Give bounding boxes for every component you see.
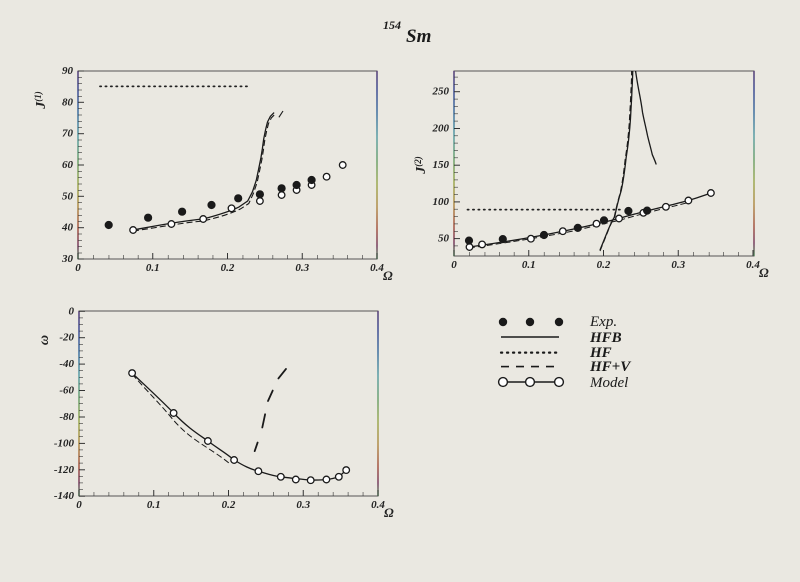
svg-text:ω: ω bbox=[37, 335, 52, 345]
svg-text:0: 0 bbox=[69, 305, 75, 317]
svg-text:40: 40 bbox=[61, 222, 74, 234]
svg-text:0.2: 0.2 bbox=[222, 499, 236, 511]
svg-text:0.1: 0.1 bbox=[522, 259, 536, 271]
svg-text:90: 90 bbox=[62, 65, 74, 77]
svg-text:0.1: 0.1 bbox=[146, 262, 160, 274]
svg-text:60: 60 bbox=[62, 159, 74, 171]
svg-text:-80: -80 bbox=[59, 411, 74, 423]
svg-text:0.2: 0.2 bbox=[221, 262, 235, 274]
svg-text:0: 0 bbox=[76, 499, 82, 511]
svg-text:Ω: Ω bbox=[384, 505, 394, 520]
svg-text:0.1: 0.1 bbox=[147, 499, 161, 511]
svg-text:200: 200 bbox=[432, 123, 450, 135]
svg-text:Ω: Ω bbox=[383, 268, 393, 283]
svg-text:Model: Model bbox=[589, 375, 628, 391]
svg-text:0.3: 0.3 bbox=[296, 499, 310, 511]
svg-text:0.3: 0.3 bbox=[671, 259, 685, 271]
svg-text:-20: -20 bbox=[59, 332, 74, 344]
svg-text:-100: -100 bbox=[54, 437, 75, 449]
svg-text:154: 154 bbox=[383, 18, 401, 32]
svg-text:80: 80 bbox=[62, 96, 74, 108]
svg-text:50: 50 bbox=[62, 190, 74, 202]
svg-text:-40: -40 bbox=[59, 358, 74, 370]
svg-text:30: 30 bbox=[61, 253, 74, 265]
svg-text:Sm: Sm bbox=[406, 26, 431, 47]
svg-text:-120: -120 bbox=[54, 464, 75, 476]
svg-text:HF+V: HF+V bbox=[589, 359, 632, 375]
svg-text:100: 100 bbox=[433, 196, 450, 208]
svg-text:70: 70 bbox=[62, 128, 74, 140]
svg-text:150: 150 bbox=[433, 159, 450, 171]
svg-text:Exp.: Exp. bbox=[589, 314, 617, 330]
svg-text:250: 250 bbox=[432, 86, 450, 98]
svg-text:0: 0 bbox=[75, 262, 81, 274]
svg-text:Ω: Ω bbox=[759, 265, 769, 280]
svg-text:-60: -60 bbox=[59, 385, 74, 397]
svg-text:-140: -140 bbox=[54, 490, 75, 502]
svg-text:0.2: 0.2 bbox=[597, 259, 611, 271]
svg-text:0.3: 0.3 bbox=[295, 262, 309, 274]
svg-text:50: 50 bbox=[438, 233, 450, 245]
svg-text:0: 0 bbox=[451, 259, 457, 271]
svg-text:HFB: HFB bbox=[589, 330, 622, 346]
